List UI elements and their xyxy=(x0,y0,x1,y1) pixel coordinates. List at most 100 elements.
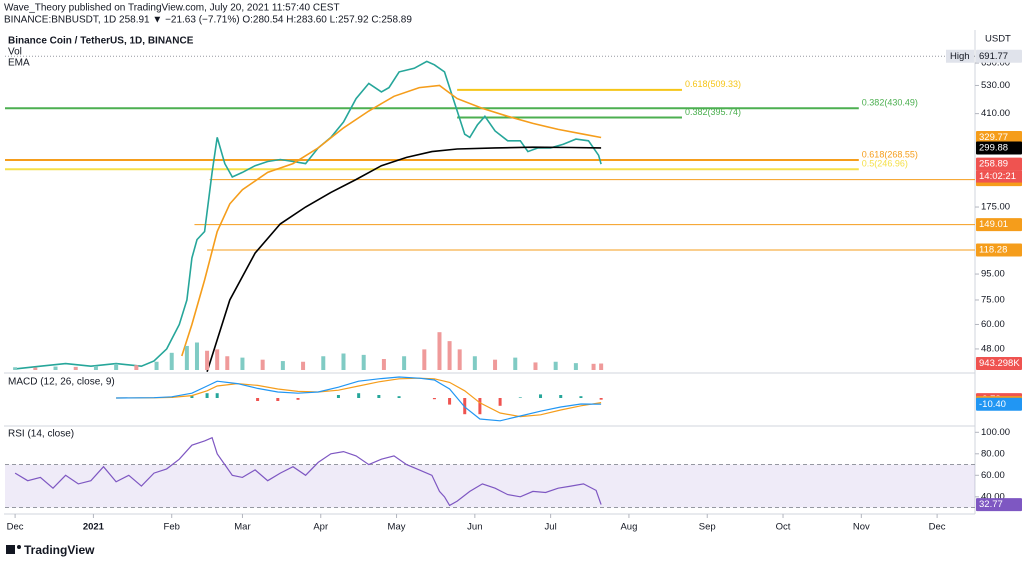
brand-logo xyxy=(6,545,21,554)
y-tick-label: 75.00 xyxy=(981,294,1005,305)
macd-histogram-bar xyxy=(498,398,502,406)
macd-histogram-bar xyxy=(205,393,209,398)
high-tag-bg xyxy=(946,49,974,63)
indicator-line xyxy=(14,436,602,507)
x-tick-label: Dec xyxy=(7,522,24,533)
macd-histogram-bar xyxy=(377,395,381,398)
x-tick-label: Sep xyxy=(699,522,716,533)
volume-bar xyxy=(553,361,558,370)
publisher-line: Wave_Theory published on TradingView.com… xyxy=(4,3,340,14)
brand: TradingView xyxy=(24,543,95,557)
macd-histogram-bar xyxy=(518,397,522,398)
volume-bar xyxy=(321,356,326,370)
high-value-bg xyxy=(976,49,1022,63)
volume-bar xyxy=(73,366,78,370)
volume-bar xyxy=(13,367,18,370)
price-line-series xyxy=(15,60,602,370)
volume-bar xyxy=(402,356,407,370)
volume-bar xyxy=(260,359,265,370)
macd-histogram-bar xyxy=(190,395,194,398)
indicator-line xyxy=(116,376,602,422)
countdown-bg xyxy=(976,170,1022,183)
last-value-badge-bg xyxy=(976,141,1022,155)
volume-bar xyxy=(341,353,346,370)
x-tick-label: Nov xyxy=(853,522,870,533)
volume-bar xyxy=(361,354,366,370)
price-line-label: 118.28 xyxy=(979,245,1007,256)
x-tick-label: Jun xyxy=(467,522,482,533)
last-value-badge: 258.89 xyxy=(979,159,1008,170)
x-tick-label: 2021 xyxy=(83,522,105,533)
y-tick-label: 100.00 xyxy=(981,427,1010,438)
macd-histogram-bar xyxy=(256,398,260,401)
macd-histogram-bar xyxy=(539,394,543,398)
volume-bar xyxy=(599,363,604,370)
macd-histogram-bar xyxy=(215,393,219,398)
macd-histogram-bar xyxy=(579,396,583,398)
volume-bar xyxy=(240,357,245,370)
volume-badge-bg xyxy=(976,357,1022,371)
volume-bar xyxy=(169,352,174,370)
last-value-badge-bg xyxy=(976,131,1022,145)
volume-bar xyxy=(437,332,442,370)
x-tick-label: Feb xyxy=(164,522,180,533)
y-tick-label: 410.00 xyxy=(981,108,1010,119)
macd-histogram-bar xyxy=(432,398,436,400)
macd-histogram-bar xyxy=(276,398,280,401)
volume-bar xyxy=(184,345,189,370)
symbol-line: BINANCE:BNBUSDT, 1D 258.91 ▼ −21.63 (−7.… xyxy=(4,15,412,26)
y-tick-label: 650.00 xyxy=(981,58,1010,69)
indicator-line xyxy=(116,377,602,418)
x-tick-label: Oct xyxy=(776,522,791,533)
x-tick-label: Apr xyxy=(313,522,328,533)
fib-label: 0.5(246.96) xyxy=(862,159,908,169)
volume-bar xyxy=(280,361,285,370)
price-line-label-bg xyxy=(976,243,1022,257)
last-value-badge-bg xyxy=(976,397,1022,411)
pane-title: Binance Coin / TetherUS, 1D, BINANCE xyxy=(8,36,194,47)
volume-bar xyxy=(513,357,518,370)
volume-bar xyxy=(215,349,220,370)
volume-bar xyxy=(591,363,596,370)
last-value-badge: -10.40 xyxy=(979,399,1006,410)
volume-badge: 943.298K xyxy=(979,358,1020,369)
last-value-badge-bg xyxy=(976,157,1022,171)
volume-bar xyxy=(533,362,538,370)
last-value-badge: 299.88 xyxy=(979,142,1008,153)
macd-histogram-bar xyxy=(357,393,361,398)
volume-bar xyxy=(114,363,119,370)
last-value-badge: 32.77 xyxy=(979,499,1003,510)
macd-histogram-bar xyxy=(296,398,300,400)
volume-bar xyxy=(422,349,427,370)
x-tick-label: Mar xyxy=(234,522,250,533)
volume-bar xyxy=(573,363,578,370)
volume-bar xyxy=(154,361,159,370)
volume-bar xyxy=(194,342,199,370)
y-tick-label: 60.00 xyxy=(981,319,1005,330)
volume-bar xyxy=(447,341,452,370)
volume-bar xyxy=(472,356,477,370)
x-tick-label: Aug xyxy=(620,522,637,533)
x-tick-label: May xyxy=(388,522,406,533)
fib-label: 0.618(509.33) xyxy=(685,79,741,89)
pane-title: MACD (12, 26, close, 9) xyxy=(8,377,115,388)
x-tick-label: Jul xyxy=(545,522,557,533)
y-tick-label: 48.00 xyxy=(981,343,1005,354)
macd-histogram-bar xyxy=(448,398,452,405)
y-tick-label: 40.00 xyxy=(981,491,1005,502)
volume-bar xyxy=(457,349,462,370)
macd-histogram-bar xyxy=(397,396,401,398)
volume-bar xyxy=(381,359,386,370)
y-axis-label: USDT xyxy=(985,34,1011,45)
volume-bar xyxy=(33,367,38,370)
volume-bar xyxy=(93,365,98,370)
pane-title: RSI (14, close) xyxy=(8,429,74,440)
indicator-line xyxy=(206,146,602,372)
countdown: 14:02:21 xyxy=(979,171,1016,182)
y-tick-label: 95.00 xyxy=(981,269,1005,280)
macd-histogram-bar xyxy=(336,395,340,398)
volume-bar xyxy=(134,365,139,370)
volume-bar xyxy=(493,359,498,370)
high-value: 691.77 xyxy=(979,51,1008,62)
